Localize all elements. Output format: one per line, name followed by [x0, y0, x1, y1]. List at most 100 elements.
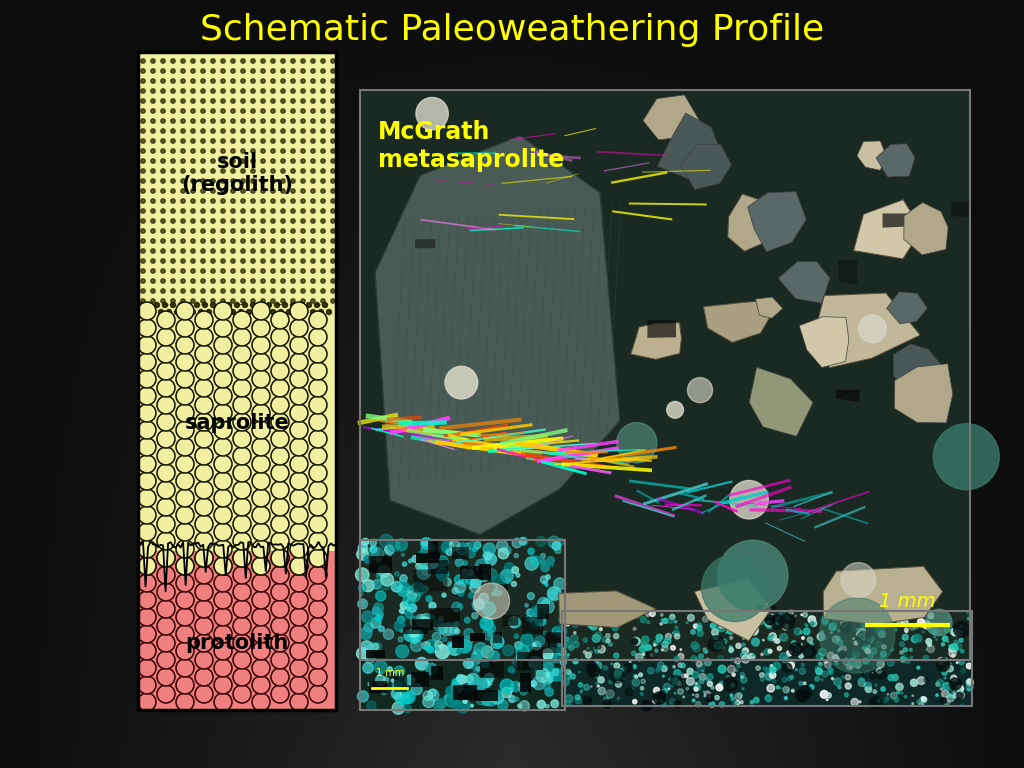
Circle shape [422, 586, 428, 592]
Circle shape [290, 313, 308, 331]
Circle shape [271, 328, 289, 346]
Circle shape [547, 557, 554, 564]
Circle shape [271, 362, 289, 380]
Circle shape [151, 239, 156, 243]
Circle shape [606, 639, 610, 643]
Circle shape [653, 687, 659, 694]
Circle shape [241, 129, 245, 133]
Polygon shape [951, 201, 979, 218]
Circle shape [671, 676, 682, 687]
Circle shape [672, 684, 674, 687]
Circle shape [387, 539, 400, 552]
Circle shape [740, 673, 744, 677]
Circle shape [373, 643, 382, 651]
Circle shape [211, 189, 215, 194]
Circle shape [190, 310, 196, 315]
Circle shape [734, 621, 740, 626]
Circle shape [534, 644, 537, 646]
Circle shape [634, 674, 637, 678]
Circle shape [370, 546, 377, 553]
Circle shape [157, 583, 175, 601]
Bar [367, 650, 385, 657]
Circle shape [667, 402, 683, 419]
Circle shape [230, 249, 236, 253]
Circle shape [151, 149, 156, 153]
Circle shape [321, 149, 326, 153]
Circle shape [563, 679, 569, 685]
Circle shape [756, 666, 760, 670]
Circle shape [692, 671, 698, 678]
Circle shape [230, 99, 236, 103]
Circle shape [496, 641, 502, 647]
Circle shape [719, 646, 720, 647]
Circle shape [707, 617, 710, 619]
Circle shape [321, 159, 326, 164]
Circle shape [195, 305, 213, 323]
Circle shape [211, 119, 215, 123]
Circle shape [819, 663, 822, 666]
Circle shape [790, 675, 794, 679]
Circle shape [635, 675, 638, 678]
Circle shape [895, 687, 897, 688]
Circle shape [592, 634, 600, 642]
Circle shape [214, 500, 232, 518]
Bar [537, 604, 549, 619]
Circle shape [211, 179, 215, 184]
Circle shape [141, 89, 145, 93]
Circle shape [290, 472, 308, 490]
Bar [517, 653, 543, 670]
Circle shape [214, 540, 232, 558]
Circle shape [241, 59, 245, 63]
Circle shape [429, 602, 436, 609]
Circle shape [190, 179, 196, 184]
Circle shape [650, 653, 653, 657]
Circle shape [241, 259, 245, 263]
Circle shape [138, 353, 156, 371]
Circle shape [785, 662, 788, 666]
Circle shape [309, 617, 327, 635]
Circle shape [271, 685, 289, 703]
Circle shape [485, 554, 497, 565]
Circle shape [524, 633, 531, 641]
Circle shape [321, 79, 326, 83]
Circle shape [769, 633, 776, 641]
Circle shape [155, 303, 160, 307]
Circle shape [691, 656, 696, 661]
Circle shape [845, 693, 849, 697]
Circle shape [968, 679, 972, 684]
Circle shape [141, 299, 145, 303]
Circle shape [290, 347, 308, 365]
Circle shape [905, 658, 910, 664]
Circle shape [161, 159, 165, 164]
Circle shape [664, 684, 671, 690]
Circle shape [301, 129, 305, 133]
Circle shape [230, 269, 236, 273]
Circle shape [461, 700, 470, 710]
Circle shape [138, 483, 156, 501]
Circle shape [742, 648, 749, 654]
Circle shape [176, 381, 194, 399]
Circle shape [281, 99, 286, 103]
Circle shape [190, 199, 196, 204]
Circle shape [809, 685, 814, 690]
Circle shape [909, 625, 914, 631]
Circle shape [157, 322, 175, 340]
Circle shape [151, 229, 156, 233]
Circle shape [331, 189, 335, 194]
Circle shape [271, 430, 289, 448]
Circle shape [902, 619, 908, 625]
Circle shape [309, 549, 327, 567]
Circle shape [221, 229, 225, 233]
Circle shape [214, 336, 232, 354]
Circle shape [521, 634, 534, 647]
Circle shape [331, 199, 335, 204]
Circle shape [241, 99, 245, 103]
Circle shape [301, 199, 305, 204]
Circle shape [290, 506, 308, 524]
Circle shape [261, 69, 265, 73]
Circle shape [403, 705, 412, 713]
Circle shape [314, 303, 319, 307]
Circle shape [941, 697, 946, 703]
Circle shape [290, 370, 308, 388]
Circle shape [565, 694, 573, 702]
